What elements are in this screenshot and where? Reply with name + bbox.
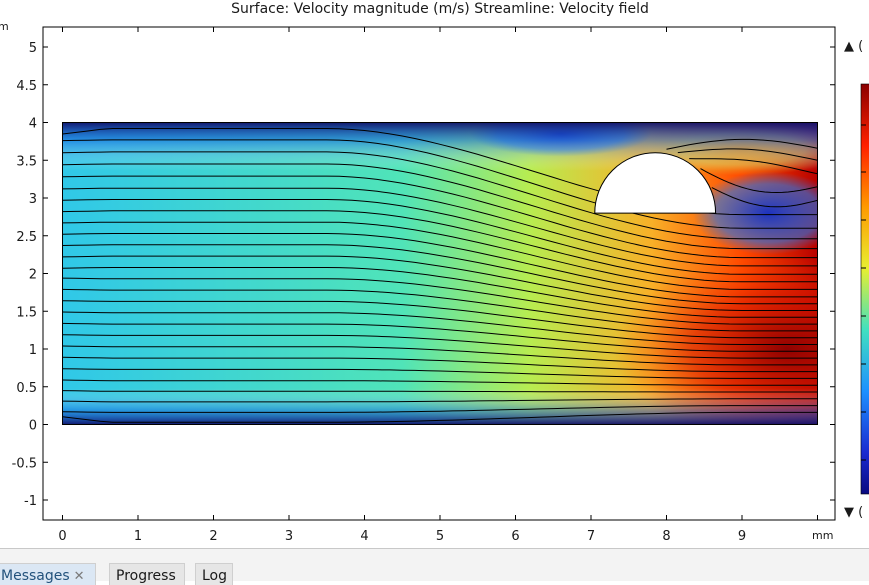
bottom-tab-bar: Messages ✕ Progress Log [0,548,869,581]
x-tick-label: 6 [511,529,519,544]
velocity-surface [63,111,869,443]
tab-progress-label: Progress [116,568,176,584]
x-tick-label: 8 [662,529,670,544]
plot-svg: 0 1 2 3 4 5 6 7 8 9 -1 -0.5 0 0.5 1 1.5 2 2.5 3 3.5 4 4.5 5 [0,0,869,548]
x-tick-label: 0 [58,529,66,544]
y-tick-label: -1 [24,494,37,509]
tab-progress[interactable]: Progress [109,563,185,585]
colorbar-max-label: ▲ ( [844,39,863,54]
y-tick-label: 5 [29,41,37,56]
x-axis-unit: mm [812,529,833,542]
y-tick-label: 0 [29,419,37,434]
y-axis-unit: m [0,20,9,33]
y-tick-label: 4.5 [16,79,37,94]
x-tick-label: 2 [209,529,217,544]
y-tick-label: 4 [29,117,37,132]
y-tick-label: 1.5 [16,305,37,320]
colorbar [861,84,869,494]
y-tick-label: 3.5 [16,154,37,169]
x-tick-label: 4 [360,529,368,544]
y-tick-label: 0.5 [16,381,37,396]
x-tick-label: 7 [587,529,595,544]
tab-log-label: Log [202,568,227,584]
close-icon[interactable]: ✕ [74,569,85,584]
tab-messages-label: Messages [1,568,70,584]
plot-title: Surface: Velocity magnitude (m/s) Stream… [0,1,869,17]
y-tick-label: -0.5 [12,456,37,471]
y-tick-label: 2.5 [16,230,37,245]
tab-messages[interactable]: Messages ✕ [0,563,96,585]
x-tick-label: 3 [285,529,293,544]
tab-log[interactable]: Log [195,563,233,585]
x-tick-label: 9 [738,529,746,544]
y-tick-label: 2 [29,268,37,283]
y-tick-label: 3 [29,192,37,207]
x-tick-label: 1 [134,529,142,544]
plot-area[interactable]: 0 1 2 3 4 5 6 7 8 9 -1 -0.5 0 0.5 1 1.5 2 2.5 3 3.5 4 4.5 5 Su… [0,0,869,548]
y-tick-label: 1 [29,343,37,358]
x-tick-label: 5 [436,529,444,544]
colorbar-min-label: ▼ ( [844,505,863,520]
